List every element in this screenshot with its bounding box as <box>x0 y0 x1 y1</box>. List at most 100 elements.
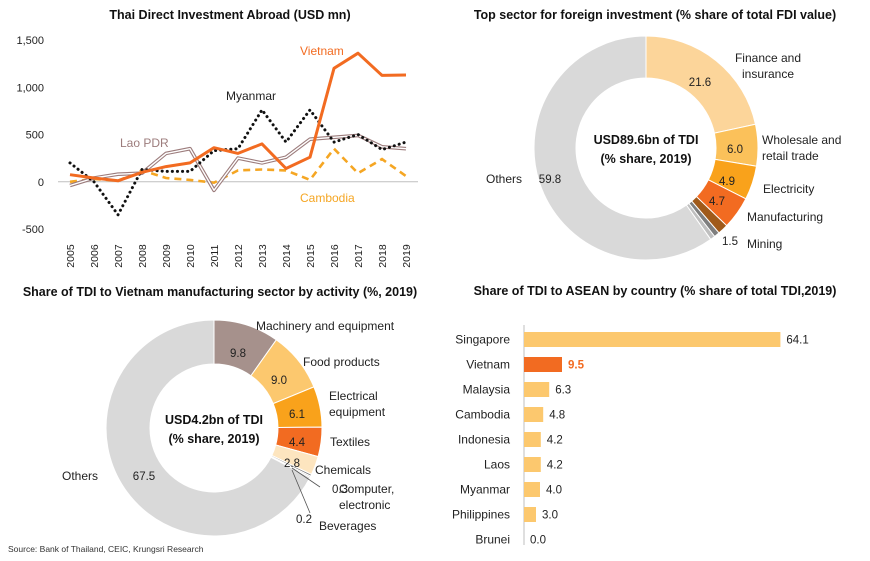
slice-name-label: Electricity <box>763 182 814 196</box>
slice-name-label: Mining <box>747 237 782 251</box>
slice-name-label: Others <box>62 469 98 483</box>
donut-center-label: (% share, 2019) <box>600 152 691 166</box>
bar-value-label: 3.0 <box>542 510 558 522</box>
bar-value-label: 64.1 <box>786 335 808 347</box>
slice-value-label: 4.7 <box>709 196 725 208</box>
slice-value-label: 2.8 <box>284 458 300 470</box>
bar-value-label: 4.8 <box>549 410 565 422</box>
slice-value-label: 4.9 <box>719 176 735 188</box>
bar <box>524 507 536 522</box>
slice-name-label: Electrical <box>329 389 378 403</box>
line-chart: -500 0 500 1,000 1,500 2005 2006 2007 2008 2009 20… <box>16 35 418 268</box>
x-tick-label: 2015 <box>305 244 317 268</box>
leader-line <box>291 467 321 488</box>
slice-value-label: 0.3 <box>332 484 348 496</box>
slice-name-label: Wholesale and <box>762 133 841 147</box>
x-tick-label: 2017 <box>353 244 365 268</box>
x-tick-label: 2006 <box>89 244 101 268</box>
vn-manufacturing-donut-chart: USD4.2bn of TDI (% share, 2019) 9.8 9.0 6.1 4… <box>62 319 395 537</box>
slice-name-label: Others <box>486 172 522 186</box>
slice-value-label: 59.8 <box>539 174 561 186</box>
series-line-lao-pdr-inner <box>69 134 407 191</box>
slice-name-label: insurance <box>742 67 794 81</box>
bar <box>524 457 541 472</box>
slice-name-label: retail trade <box>762 149 819 163</box>
y-tick-label: 500 <box>26 130 44 142</box>
x-tick-label: 2005 <box>65 244 77 268</box>
slice-value-label: 67.5 <box>133 471 155 483</box>
series-line-cambodia <box>69 146 407 185</box>
bar <box>524 482 540 497</box>
y-tick-label: 0 <box>38 177 44 189</box>
bar-value-label: 4.2 <box>547 460 563 472</box>
bar <box>524 357 562 372</box>
x-tick-label: 2014 <box>281 244 293 268</box>
y-tick-label: 1,500 <box>16 35 44 47</box>
series-label: Myanmar <box>226 89 276 103</box>
x-tick-label: 2010 <box>185 244 197 268</box>
slice-name-label: Beverages <box>319 519 376 533</box>
vn-donut-title: Share of TDI to Vietnam manufacturing se… <box>22 285 418 299</box>
bar-value-label: 4.0 <box>546 485 562 497</box>
slice-name-label: Computer, <box>339 482 394 496</box>
slice-value-label: 9.8 <box>230 348 246 360</box>
slice-value-label: 6.0 <box>727 144 743 156</box>
y-tick-label: -500 <box>22 224 44 236</box>
slice-name-label: Chemicals <box>315 463 371 477</box>
x-tick-label: 2013 <box>257 244 269 268</box>
series-line-vietnam <box>69 51 407 183</box>
slice-value-label: 9.0 <box>271 375 287 387</box>
bar <box>524 382 550 397</box>
donut-slice <box>105 319 311 537</box>
category-label: Myanmar <box>460 483 510 497</box>
slice-name-label: Manufacturing <box>747 210 823 224</box>
category-label: Malaysia <box>463 383 511 397</box>
slice-value-label: 6.1 <box>289 409 305 421</box>
source-note: Source: Bank of Thailand, CEIC, Krungsri… <box>8 544 204 554</box>
slice-name-label: Machinery and equipment <box>256 319 395 333</box>
category-label: Philippines <box>452 508 510 522</box>
bar-value-label: 0.0 <box>530 535 546 546</box>
leader-line <box>291 469 311 514</box>
fdi-donut-title: Top sector for foreign investment (% sha… <box>473 8 837 22</box>
bar-value-label: 6.3 <box>555 385 571 397</box>
bar <box>524 407 544 422</box>
bar <box>524 332 781 347</box>
category-label: Cambodia <box>455 408 510 422</box>
donut-slice <box>533 35 712 261</box>
slice-value-label: 0.2 <box>296 514 312 526</box>
donut-center-label: USD89.6bn of TDI <box>594 133 699 147</box>
x-tick-label: 2012 <box>233 244 245 268</box>
fdi-donut-chart: USD89.6bn of TDI (% share, 2019) 21.6 6.0 4.… <box>486 35 841 261</box>
x-tick-label: 2007 <box>113 244 125 268</box>
slice-name-label: Textiles <box>330 435 370 449</box>
y-tick-label: 1,000 <box>16 82 44 94</box>
line-chart-title: Thai Direct Investment Abroad (USD mn) <box>109 8 351 22</box>
donut-center-label: (% share, 2019) <box>168 432 259 446</box>
category-label: Singapore <box>455 333 510 347</box>
x-tick-label: 2018 <box>377 244 389 268</box>
x-tick-label: 2019 <box>401 244 413 268</box>
asean-bar-chart: Singapore 64.1 Vietnam 9.5 Malaysia 6.3 Cambod… <box>452 325 809 546</box>
category-label: Indonesia <box>458 433 510 447</box>
bar <box>524 432 541 447</box>
bar-value-label: 9.5 <box>568 360 585 372</box>
x-tick-label: 2011 <box>209 245 221 268</box>
series-label: Cambodia <box>300 191 355 205</box>
x-tick-label: 2008 <box>137 244 149 268</box>
bar-value-label: 4.2 <box>547 435 563 447</box>
x-tick-label: 2009 <box>161 244 173 268</box>
series-line-myanmar <box>68 108 408 217</box>
slice-name-label: Finance and <box>735 51 801 65</box>
slice-value-label: 1.5 <box>722 236 738 248</box>
asean-bar-title: Share of TDI to ASEAN by country (% shar… <box>473 284 837 298</box>
slice-name-label: Food products <box>303 355 380 369</box>
slice-value-label: 4.4 <box>289 437 306 449</box>
series-label: Vietnam <box>300 44 344 58</box>
donut-center-label: USD4.2bn of TDI <box>165 413 263 427</box>
series-label: Lao PDR <box>120 136 169 150</box>
slice-name-label: electronic <box>339 498 390 512</box>
slice-name-label: equipment <box>329 405 386 419</box>
category-label: Brunei <box>475 533 510 546</box>
category-label: Vietnam <box>466 358 510 372</box>
